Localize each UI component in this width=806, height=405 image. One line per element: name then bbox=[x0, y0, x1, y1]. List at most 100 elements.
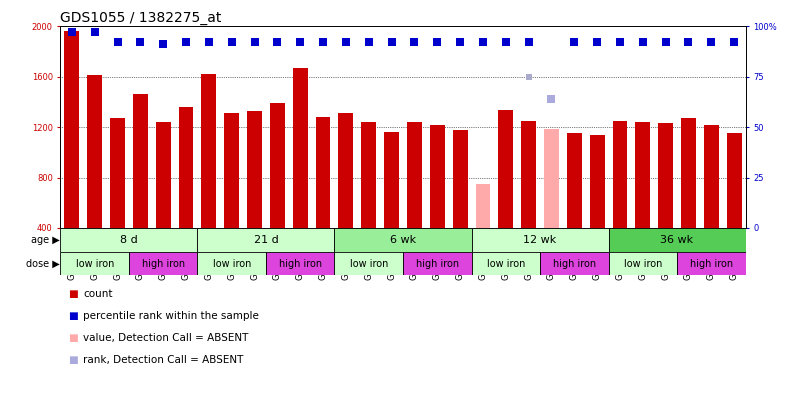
Bar bbox=[498, 110, 513, 228]
Bar bbox=[334, 228, 472, 252]
Bar bbox=[384, 132, 399, 228]
Bar bbox=[476, 184, 490, 228]
Text: rank, Detection Call = ABSENT: rank, Detection Call = ABSENT bbox=[83, 356, 243, 365]
Point bbox=[637, 39, 650, 46]
Bar bbox=[567, 133, 582, 228]
Point bbox=[134, 39, 147, 46]
Point bbox=[704, 39, 717, 46]
Point bbox=[408, 39, 421, 46]
Bar bbox=[453, 130, 467, 228]
Text: low iron: low iron bbox=[76, 258, 114, 269]
Point bbox=[591, 39, 604, 46]
Bar bbox=[704, 125, 719, 228]
Bar bbox=[613, 121, 627, 228]
Point bbox=[613, 39, 626, 46]
Bar bbox=[60, 228, 197, 252]
Bar bbox=[590, 135, 604, 228]
Text: low iron: low iron bbox=[487, 258, 525, 269]
Text: high iron: high iron bbox=[279, 258, 322, 269]
Text: ■: ■ bbox=[69, 311, 78, 321]
Bar bbox=[247, 111, 262, 228]
Point bbox=[248, 39, 261, 46]
Text: low iron: low iron bbox=[213, 258, 251, 269]
Bar bbox=[316, 117, 330, 228]
Text: count: count bbox=[83, 289, 113, 298]
Point bbox=[385, 39, 398, 46]
Bar bbox=[407, 122, 422, 228]
Text: GDS1055 / 1382275_at: GDS1055 / 1382275_at bbox=[60, 11, 222, 25]
Bar bbox=[197, 252, 266, 275]
Text: high iron: high iron bbox=[553, 258, 596, 269]
Text: high iron: high iron bbox=[416, 258, 459, 269]
Text: high iron: high iron bbox=[690, 258, 733, 269]
Bar bbox=[635, 122, 650, 228]
Point bbox=[156, 41, 169, 48]
Text: low iron: low iron bbox=[350, 258, 388, 269]
Bar bbox=[202, 74, 216, 228]
Text: value, Detection Call = ABSENT: value, Detection Call = ABSENT bbox=[83, 333, 248, 343]
Bar bbox=[339, 113, 353, 228]
Point bbox=[339, 39, 352, 46]
Bar bbox=[544, 129, 559, 228]
Bar bbox=[681, 118, 696, 228]
Point bbox=[65, 29, 78, 36]
Bar bbox=[334, 252, 403, 275]
Bar bbox=[677, 252, 746, 275]
Bar bbox=[224, 113, 239, 228]
Bar bbox=[540, 252, 609, 275]
Point bbox=[225, 39, 239, 46]
Bar bbox=[133, 94, 147, 228]
Bar bbox=[609, 228, 746, 252]
Text: 6 wk: 6 wk bbox=[390, 235, 416, 245]
Bar bbox=[659, 124, 673, 228]
Bar bbox=[430, 125, 445, 228]
Text: 36 wk: 36 wk bbox=[660, 235, 694, 245]
Bar bbox=[64, 31, 79, 228]
Point bbox=[202, 39, 215, 46]
Point bbox=[430, 39, 443, 46]
Text: 12 wk: 12 wk bbox=[523, 235, 557, 245]
Bar bbox=[266, 252, 334, 275]
Point bbox=[180, 39, 193, 46]
Bar bbox=[156, 122, 171, 228]
Point bbox=[659, 39, 672, 46]
Bar bbox=[87, 75, 102, 228]
Point bbox=[545, 96, 558, 102]
Point bbox=[317, 39, 330, 46]
Point bbox=[88, 29, 101, 36]
Text: percentile rank within the sample: percentile rank within the sample bbox=[83, 311, 259, 321]
Bar bbox=[110, 118, 125, 228]
Text: ■: ■ bbox=[69, 333, 78, 343]
Text: 8 d: 8 d bbox=[120, 235, 138, 245]
Bar bbox=[270, 103, 285, 228]
Bar bbox=[609, 252, 677, 275]
Bar bbox=[521, 121, 536, 228]
Text: 21 d: 21 d bbox=[254, 235, 278, 245]
Point bbox=[522, 39, 535, 46]
Bar bbox=[179, 107, 193, 228]
Point bbox=[363, 39, 376, 46]
Bar bbox=[293, 68, 308, 228]
Bar bbox=[60, 252, 129, 275]
Point bbox=[271, 39, 284, 46]
Text: dose ▶: dose ▶ bbox=[27, 258, 60, 269]
Point bbox=[522, 73, 535, 80]
Text: high iron: high iron bbox=[142, 258, 185, 269]
Bar bbox=[129, 252, 197, 275]
Point bbox=[728, 39, 741, 46]
Point bbox=[682, 39, 695, 46]
Text: low iron: low iron bbox=[624, 258, 662, 269]
Bar bbox=[197, 228, 334, 252]
Point bbox=[293, 39, 306, 46]
Point bbox=[454, 39, 467, 46]
Text: ■: ■ bbox=[69, 289, 78, 298]
Bar bbox=[472, 228, 609, 252]
Point bbox=[476, 39, 489, 46]
Text: ■: ■ bbox=[69, 356, 78, 365]
Bar bbox=[472, 252, 540, 275]
Point bbox=[567, 39, 580, 46]
Bar bbox=[361, 122, 376, 228]
Point bbox=[111, 39, 124, 46]
Bar bbox=[727, 133, 742, 228]
Point bbox=[499, 39, 513, 46]
